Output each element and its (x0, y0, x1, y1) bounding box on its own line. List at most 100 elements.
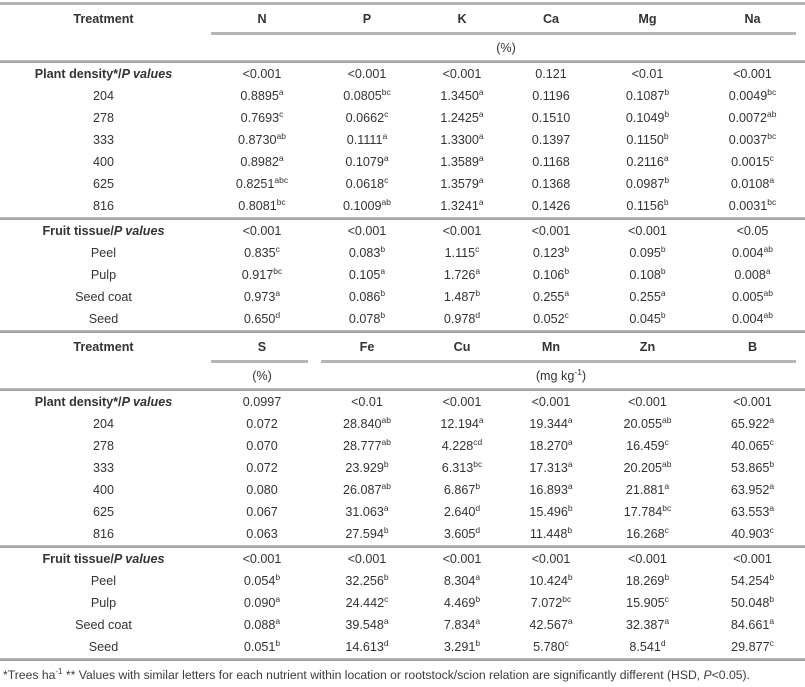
value-text: 12.194 (440, 417, 479, 431)
cell-value: 18.270a (529, 438, 572, 453)
data-cell: 28.840ab (317, 416, 417, 431)
data-cell: 0.973a (207, 289, 317, 304)
value-text: 0.973 (243, 290, 276, 304)
data-cell: 0.078b (317, 311, 417, 326)
treatment-header: Treatment (73, 339, 134, 354)
p-value-cell: <0.001 (442, 395, 482, 409)
significance-letters: c (769, 637, 774, 648)
cell-value: 0.086b (349, 289, 385, 304)
significance-letters: a (478, 414, 484, 425)
cell-value: 50.048b (731, 593, 775, 610)
value-text: 0.090 (243, 596, 276, 610)
row-label: Peel (90, 246, 117, 260)
cell-value: 40.903c (731, 526, 774, 541)
cell-value: 0.0662c (346, 110, 389, 125)
cell-value: 0.090a (243, 595, 280, 610)
significance-letters: a (278, 86, 284, 97)
rich-text: Fruit tissue/P values (42, 552, 164, 566)
text-part: ** Values with similar letters for each … (62, 668, 704, 682)
significance-letters: bc (662, 502, 672, 513)
significance-letters: a (478, 130, 484, 141)
cell-value: 0.088a (244, 617, 280, 632)
cell-value: 0.072 (246, 461, 278, 475)
data-cell: 0.255a (595, 289, 700, 304)
data-cell: 31.063a (317, 504, 417, 519)
data-cell: 4.469b (417, 595, 507, 610)
p-value-cell: <0.001 (242, 224, 282, 238)
significance-letters: a (382, 130, 388, 141)
significance-letters: b (769, 593, 775, 604)
value-text: 0.917 (241, 268, 274, 282)
cell-value: 0.0031bc (729, 198, 777, 213)
data-cell: 0.083b (317, 245, 417, 260)
data-cell: 63.553a (700, 504, 805, 519)
data-cell: 0.0015c (700, 154, 805, 169)
significance-letters: bc (276, 196, 286, 207)
p-value-cell: <0.001 (531, 224, 571, 238)
column-header-mg: Mg (638, 11, 657, 26)
value-text: 40.065 (731, 439, 770, 453)
cell-value: 7.834a (443, 617, 480, 632)
cell-value: 24.442c (345, 595, 389, 610)
p-value-cell: <0.001 (347, 67, 387, 81)
row-label: Seed coat (75, 290, 132, 304)
cell-value: 16.893a (529, 482, 572, 497)
value-text: 26.087 (343, 483, 382, 497)
cell-value: 0.052c (533, 311, 569, 326)
cell-value: 0.1049b (626, 110, 669, 125)
row-label: 625 (92, 505, 114, 519)
table-row: 625 0.8251abc 0.0618c 1.3579a 0.1368 0.0987b 0… (0, 173, 805, 195)
data-cell: 1.2425a (417, 108, 507, 125)
significance-letters: b (475, 637, 481, 648)
value-text: 54.254 (730, 574, 770, 588)
significance-letters: a (478, 108, 484, 119)
data-cell: 15.905c (595, 595, 700, 610)
cell-value: 0.095b (629, 245, 665, 260)
significance-letters: a (478, 152, 484, 163)
value-text: 0.083 (348, 246, 381, 260)
value-text: 8.541 (629, 640, 661, 654)
value-text: 28.840 (343, 417, 382, 431)
unit-label: (%) (207, 41, 805, 55)
data-cell: 3.605d (417, 524, 507, 541)
value-text: 0.051 (243, 640, 276, 654)
row-label: 400 (92, 155, 114, 169)
cell-value: 0.1368 (532, 177, 571, 191)
significance-letters: b (564, 265, 570, 276)
cell-value: 0.1079a (345, 154, 388, 169)
significance-letters: b (383, 571, 389, 582)
data-cell: 1.3241a (417, 198, 507, 213)
significance-letters: d (475, 524, 481, 535)
value-text: 7.834 (443, 618, 476, 632)
value-text: 32.387 (625, 618, 665, 632)
cell-value: 0.063 (246, 527, 278, 541)
value-text: 5.780 (533, 640, 565, 654)
data-cell: 0.086b (317, 289, 417, 304)
data-cell: 32.387a (595, 617, 700, 632)
column-header-cu: Cu (453, 339, 471, 354)
value-text: 0.978 (443, 312, 476, 326)
data-cell: 0.106b (507, 265, 595, 282)
data-cell: 10.424b (507, 573, 595, 588)
value-text: 0.0049 (728, 89, 768, 103)
data-cell: 18.269b (595, 573, 700, 588)
cell-value: 6.313bc (442, 460, 483, 475)
value-text: 20.205 (623, 461, 663, 475)
cell-value: 0.8982a (240, 154, 283, 169)
data-cell: 0.123b (507, 245, 595, 260)
table-top-rule (0, 2, 805, 5)
value-text: 0.108 (629, 268, 661, 282)
significance-letters: b (275, 637, 281, 648)
treatment-header: Treatment (73, 11, 134, 26)
value-text: 24.442 (345, 596, 385, 610)
cell-value: 0.1111a (347, 130, 388, 147)
column-header-zn: Zn (639, 339, 656, 354)
units-row: (%) (mg kg-1) (0, 363, 805, 388)
text-part: (%) (252, 368, 272, 383)
p-value-cell: <0.001 (242, 552, 282, 566)
value-text: 1.3300 (440, 133, 479, 147)
cell-value: 0.080 (246, 483, 278, 497)
cell-value: 0.255a (629, 289, 665, 304)
data-cell: 24.442c (317, 595, 417, 610)
column-header-s: S (257, 339, 267, 354)
